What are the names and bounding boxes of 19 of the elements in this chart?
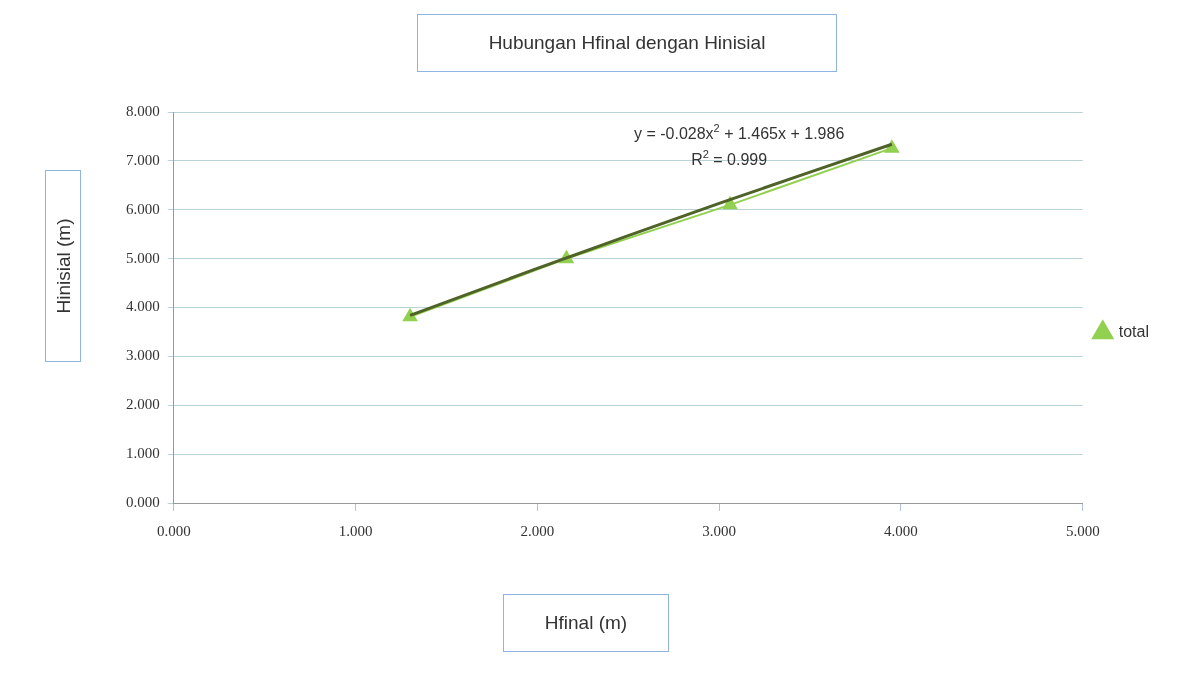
x-tick-label: 1.000	[338, 522, 373, 539]
y-tick-label: 1.000	[126, 445, 160, 462]
x-tick-label: 0.000	[156, 522, 191, 539]
y-tick-label: 0.000	[126, 493, 160, 510]
y-tick-label: 7.000	[126, 151, 160, 168]
y-tick-label: 5.000	[126, 249, 160, 266]
legend-label: total	[1118, 322, 1150, 340]
y-axis-title: Hinisial (m)	[52, 218, 73, 314]
y-tick-label: 6.000	[126, 200, 160, 217]
x-tick-label: 4.000	[884, 522, 918, 539]
y-tick-label: 8.000	[126, 102, 160, 119]
y-tick-label: 2.000	[126, 396, 160, 413]
chart-title: Hubungan Hfinal dengan Hinisial	[417, 14, 837, 72]
y-tick-label: 4.000	[126, 298, 160, 315]
x-tick-label: 3.000	[702, 522, 737, 539]
x-tick-label: 5.000	[1065, 522, 1100, 539]
y-tick-label: 3.000	[126, 347, 160, 364]
x-axis-title: Hfinal (m)	[503, 594, 669, 652]
x-tick-label: 2.000	[520, 522, 555, 539]
